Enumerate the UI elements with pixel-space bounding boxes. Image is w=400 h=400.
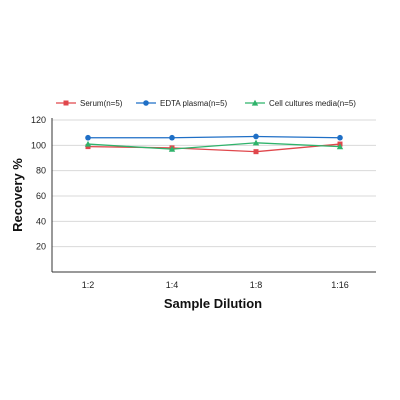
data-point [252,139,260,146]
series-line [87,142,341,150]
data-point [336,143,344,150]
series-line [88,135,341,139]
legend: Serum(n=5) EDTA plasma(n=5) Cell cultures … [56,99,356,108]
legend-item: Cell cultures media(n=5) [245,99,356,108]
legend-marker [63,100,69,106]
legend-marker [251,99,259,106]
x-axis-title: Sample Dilution [164,296,262,311]
legend-item: EDTA plasma(n=5) [136,99,228,108]
y-tick-label: 80 [36,166,46,176]
legend-label: EDTA plasma(n=5) [160,99,228,108]
gridlines [52,119,376,248]
y-tick-label: 20 [36,242,46,252]
x-tick-label: 1:4 [166,280,179,290]
axes: 20 40 60 80 100 120 1:2 1:4 1:8 1:16 [31,115,376,290]
y-tick-label: 100 [31,140,46,150]
data-point [84,140,92,147]
data-point [168,145,176,152]
legend-label: Serum(n=5) [80,99,123,108]
legend-item: Serum(n=5) [56,99,123,108]
x-tick-label: 1:2 [82,280,95,290]
series-layer [84,133,344,155]
series-2 [84,139,344,152]
y-axis-title: Recovery % [10,158,25,232]
x-tick-label: 1:8 [250,280,263,290]
data-point [85,134,91,141]
series-1 [85,133,343,141]
data-point [253,149,259,155]
y-tick-label: 60 [36,191,46,201]
legend-marker [143,100,149,106]
y-tick-label: 120 [31,115,46,125]
data-point [337,134,343,141]
legend-label: Cell cultures media(n=5) [269,99,356,108]
series-0 [85,141,343,155]
x-tick-label: 1:16 [331,280,349,290]
data-point [253,133,259,140]
data-point [169,134,175,141]
y-tick-label: 40 [36,216,46,226]
